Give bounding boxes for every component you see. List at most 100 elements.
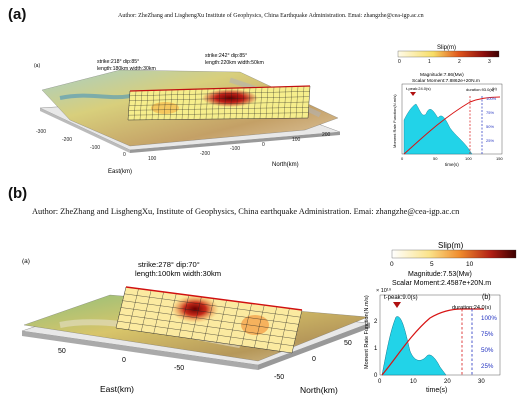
panel-a-ylabel: Moment Rate Function(N.m/s) [392, 94, 397, 148]
panel-a-figure: (a) strike:218° dip:85° length:180km wid… [34, 45, 503, 175]
panel-b-y-tick-1: 1 [374, 346, 378, 352]
panel-b-author: Author: ZheZhang and LisghengXu, Institu… [32, 207, 460, 216]
panel-b-x-tick-0: 0 [378, 379, 382, 385]
panel-a-x-tick-0: 0 [401, 156, 404, 161]
panel-a-tpeak: t-peak:24.0(s) [406, 86, 431, 91]
panel-b-base-front [22, 331, 258, 370]
panel-b-north-tick-0: -50 [274, 374, 284, 381]
panel-a-x-tick-3: 150 [496, 156, 503, 161]
panel-b-moment: Scalar Moment:2.4587e+20N.m [392, 280, 491, 287]
panel-b-figure: (a) strike:278° dip:70° length:100km wid… [21, 241, 517, 395]
panel-a-slip-tick-3: 3 [488, 59, 491, 65]
panel-b-slip-tick-1: 5 [430, 261, 434, 268]
panel-b-y-tick-0: 0 [374, 373, 378, 379]
panel-a-letter: (a) [8, 6, 27, 23]
panel-b-exp: × 10¹⁹ [376, 287, 391, 294]
fault-grid-line [124, 293, 301, 318]
fault-grid-line [128, 107, 309, 111]
panel-b-north-tick-2: 50 [344, 340, 352, 347]
panel-b: (b) Author: ZheZhang and LisghengXu, Ins… [0, 185, 529, 412]
panel-b-colorbar [391, 249, 517, 259]
panel-a-base-front [130, 132, 340, 153]
panel-a-stf-plot: t-peak:24.0(s) duration:93.0(s) (b) 100%… [392, 83, 503, 167]
panel-a-cumulative-curve [403, 96, 501, 155]
panel-a-east-tick-4: 100 [148, 156, 157, 162]
panel-a-north-tick-1: -100 [230, 146, 240, 152]
fault-grid-line [129, 96, 310, 101]
panel-b-cumulative-curve [381, 308, 484, 376]
panel-b-pct-0: 100% [481, 315, 497, 322]
panel-b-tpeak: t-peak:9.0(s) [384, 295, 418, 301]
panel-a-north-label: North(km) [272, 162, 299, 168]
panel-a-east-tick-3: 0 [123, 152, 126, 158]
panel-a-north-tick-0: -200 [200, 151, 210, 157]
panel-a-slip-tick-1: 1 [428, 59, 431, 65]
panel-b-b-label: (b) [482, 294, 491, 301]
panel-b-pct-3: 25% [481, 363, 494, 370]
panel-a: (a) Author: ZheZhang and LisghengXu Inst… [0, 0, 529, 190]
panel-a-sub-label: (a) [34, 63, 40, 69]
panel-b-duration: duration:24.0(s) [452, 305, 491, 311]
panel-b-slip-peak [171, 295, 219, 323]
panel-a-slip-peak [202, 89, 258, 107]
panel-a-east-label: East(km) [108, 169, 132, 175]
panel-b-base-side [258, 323, 370, 370]
panel-b-xlabel: time(s) [426, 387, 447, 394]
panel-a-b-label: (b) [492, 86, 498, 91]
panel-a-stf-fill [403, 103, 473, 155]
panel-a-pct-0: 100% [486, 96, 497, 101]
panel-b-east-tick-1: 0 [122, 357, 126, 364]
panel-b-x-tick-2: 20 [444, 379, 451, 385]
panel-b-north-tick-1: 0 [312, 356, 316, 363]
panel-a-fault2-line1: strike:242° dip:85° [205, 53, 247, 59]
panel-b-north-label: North(km) [300, 385, 338, 395]
panel-a-duration: duration:93.0(s) [466, 87, 495, 92]
fault-grid-line [119, 314, 296, 339]
fault-grid-line [120, 307, 298, 332]
panel-b-fault1-line2: length:100km width:30km [135, 269, 221, 278]
panel-a-east-tick-2: -100 [90, 145, 100, 151]
panel-a-colorbar [397, 50, 500, 58]
panel-b-slip-tick-0: 0 [390, 261, 394, 268]
panel-a-pct-3: 25% [486, 138, 494, 143]
panel-b-east-tick-0: 50 [58, 348, 66, 355]
panel-b-east-tick-2: -50 [174, 365, 184, 372]
panel-b-east-label: East(km) [100, 384, 134, 394]
panel-b-x-tick-1: 10 [410, 379, 417, 385]
fault-grid-line [122, 300, 299, 325]
panel-a-north-tick-3: 100 [292, 137, 301, 143]
panel-a-east-tick-0: -300 [36, 129, 46, 135]
panel-a-fault1-line1: strike:218° dip:85° [97, 59, 139, 65]
fault-grid-line [128, 101, 310, 106]
panel-b-fault1-line1: strike:278° dip:70° [138, 260, 200, 269]
panel-b-stf-plot: t-peak:9.0(s) duration:24.0(s) (b) 100% … [364, 294, 501, 394]
panel-a-magnitude: Magnitude:7.86(Mw) [420, 72, 464, 78]
fault-grid-line [128, 112, 309, 116]
panel-a-north-tick-2: 0 [262, 142, 265, 148]
panel-a-slip-title: Slip(m) [437, 45, 456, 51]
panel-b-ylabel: Moment Rate Function(N.m/s) [364, 295, 370, 369]
panel-a-moment: Scalar Moment:7.8862e+20N.m [412, 78, 480, 84]
panel-a-fault2-line2: length:220km width:50km [205, 60, 264, 66]
fault-grid-line [117, 320, 294, 347]
panel-a-x-tick-2: 100 [465, 156, 472, 161]
panel-a-xlabel: time(s) [445, 162, 459, 167]
panel-b-peak-marker [393, 302, 401, 308]
panel-b-y-tick-2: 2 [374, 319, 378, 325]
panel-b-fault-trace [125, 286, 303, 311]
panel-b-pct-1: 75% [481, 331, 494, 338]
panel-a-peak-marker [410, 92, 416, 96]
panel-b-x-tick-3: 30 [478, 379, 485, 385]
panel-a-slip-tick-2: 2 [458, 59, 461, 65]
panel-b-magnitude: Magnitude:7.53(Mw) [408, 271, 472, 278]
panel-b-pct-2: 50% [481, 347, 494, 354]
panel-a-base-side [40, 108, 130, 153]
panel-b-sub-label: (a) [22, 258, 30, 265]
panel-a-north-tick-4: 200 [322, 132, 331, 138]
panel-a-fault1-line2: length:180km width:30km [97, 66, 156, 72]
fault-grid-line [129, 91, 310, 96]
panel-a-x-tick-1: 50 [433, 156, 438, 161]
panel-a-author: Author: ZheZhang and LisghengXu Institut… [118, 13, 424, 19]
panel-b-slip-tick-2: 10 [466, 261, 474, 268]
panel-b-stf-fill [381, 316, 447, 376]
